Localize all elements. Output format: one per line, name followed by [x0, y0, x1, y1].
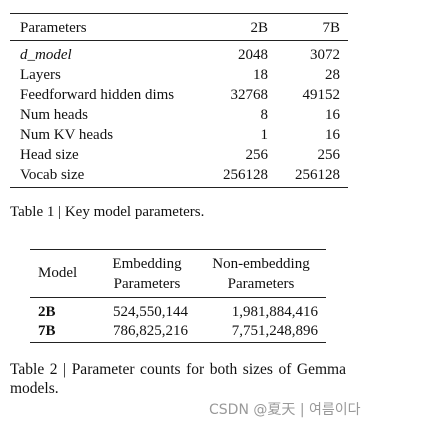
table-cell: 49152: [302, 87, 341, 103]
header-cell: Non-embedding Parameters: [212, 256, 310, 292]
table-cell: 256128: [223, 167, 268, 183]
table-cell: 3072: [310, 47, 340, 63]
table-rule: [10, 40, 348, 41]
table-rule: [30, 342, 326, 343]
table-cell: 1: [260, 127, 269, 143]
table-cell: Vocab size: [20, 167, 85, 183]
table-cell: Num KV heads: [20, 127, 114, 143]
table-cell: Head size: [20, 147, 79, 163]
table-cell: 256: [245, 147, 269, 163]
table-rule: [30, 297, 326, 298]
table-cell: 2B: [38, 304, 56, 320]
table-cell: 16: [325, 107, 340, 123]
header-cell: 2B: [250, 20, 268, 36]
table-cell: 16: [325, 127, 340, 143]
table-rule: [30, 249, 326, 250]
header-cell: 7B: [322, 20, 340, 36]
table-cell: 524,550,144: [113, 304, 188, 320]
table-caption: Table 1 | Key model parameters.: [10, 204, 205, 220]
header-cell: Parameters: [20, 20, 87, 36]
watermark: CSDN @夏天 | 여름이다: [209, 402, 361, 418]
table-rule: [10, 187, 348, 188]
header-cell: Embedding Parameters: [112, 256, 182, 292]
header-cell: Model: [38, 265, 78, 281]
table-cell: 8: [260, 107, 269, 123]
table-cell: 32768: [230, 87, 269, 103]
table-cell: 2048: [238, 47, 268, 63]
table-cell: 1,981,884,416: [231, 304, 318, 320]
table-cell: 18: [253, 67, 268, 83]
table-cell: Num heads: [20, 107, 88, 123]
table-cell: Feedforward hidden dims: [20, 87, 175, 103]
table-cell: Layers: [20, 67, 61, 83]
table-rule: [10, 13, 348, 14]
table-caption: Table 2 | Parameter counts for both size…: [10, 361, 346, 397]
table-cell: 7,751,248,896: [231, 323, 318, 339]
table-cell: 256: [317, 147, 341, 163]
table-cell: d_model: [20, 47, 72, 63]
table-cell: 256128: [295, 167, 340, 183]
table-cell: 786,825,216: [113, 323, 188, 339]
table-cell: 7B: [38, 323, 56, 339]
table-cell: 28: [325, 67, 340, 83]
